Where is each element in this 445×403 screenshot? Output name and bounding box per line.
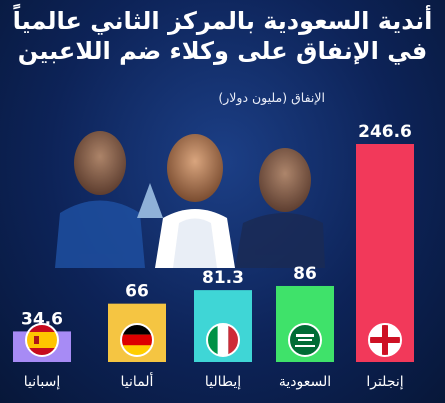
players-photo	[55, 131, 325, 268]
spain-flag-icon	[25, 323, 59, 357]
chart-title: أندية السعودية بالمركز الثاني عالمياً في…	[10, 6, 435, 66]
england-flag-icon	[368, 323, 402, 357]
germany-flag-icon	[120, 323, 154, 357]
saudi-flag-icon	[288, 323, 322, 357]
category-label-2: إيطاليا	[205, 374, 241, 390]
category-label-4: إنجلترا	[366, 374, 403, 390]
value-label-1: 66	[125, 282, 149, 302]
category-label-0: إسبانيا	[24, 374, 61, 390]
y-axis-label: الإنفاق (مليون دولار)	[218, 90, 325, 105]
italy-flag-icon	[206, 323, 240, 357]
value-label-2: 81.3	[202, 268, 244, 288]
value-label-0: 34.6	[21, 309, 63, 329]
value-label-4: 246.6	[358, 122, 412, 142]
category-label-1: ألمانيا	[121, 372, 154, 390]
title-line-1: أندية السعودية بالمركز الثاني عالمياً	[12, 7, 433, 35]
value-label-3: 86	[293, 264, 317, 284]
category-label-3: السعودية	[279, 374, 331, 390]
title-line-2: في الإنفاق على وكلاء ضم اللاعبين	[17, 37, 428, 65]
